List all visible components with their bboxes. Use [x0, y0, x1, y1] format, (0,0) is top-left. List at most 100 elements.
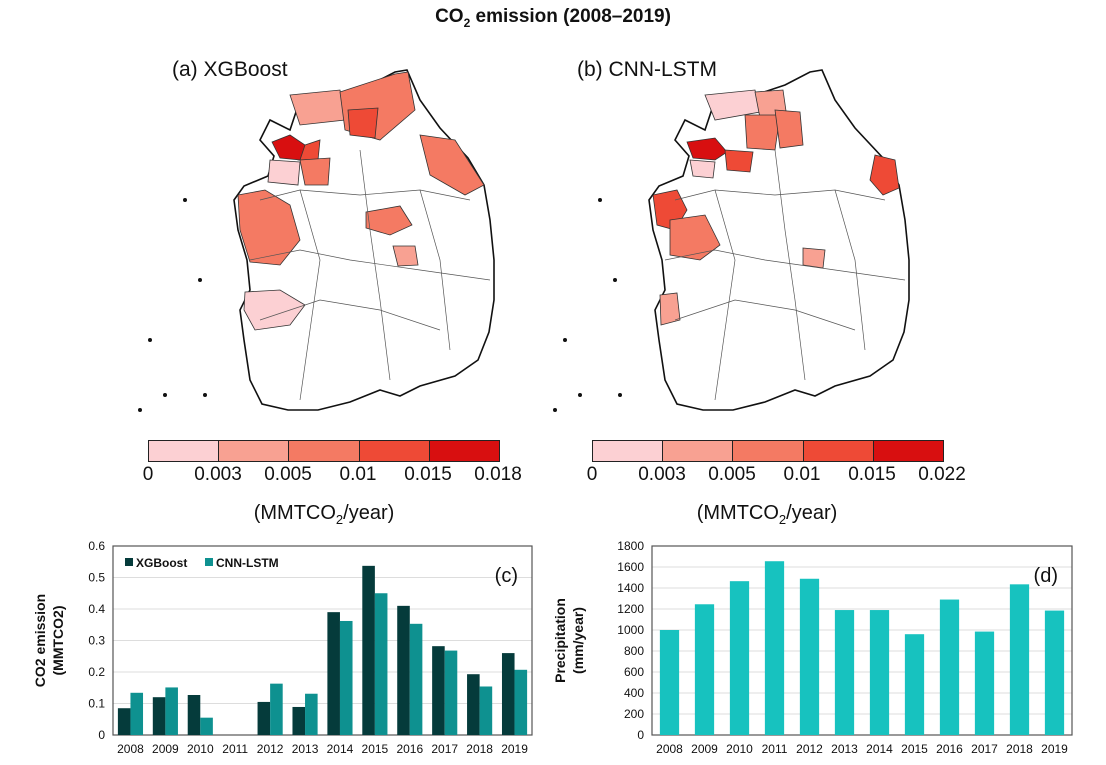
- legend-tick-label: 0.01: [339, 464, 377, 485]
- legend-tick-label: 0.022: [918, 464, 966, 485]
- map-b-unit: (MMTCO2/year): [696, 502, 838, 527]
- emission-region: [237, 189, 301, 266]
- emission-region: [267, 159, 301, 186]
- y-tick-label: 0.6: [88, 539, 105, 553]
- legend-swatch: [429, 441, 500, 461]
- emission-region: [744, 114, 781, 151]
- y-tick-label: 1600: [617, 560, 644, 574]
- x-tick-label: 2014: [327, 742, 354, 756]
- emission-region: [289, 89, 346, 126]
- bar-cnn-lstm-2018: [479, 686, 493, 735]
- bar-precipitation-2008: [659, 630, 680, 735]
- x-tick-label: 2019: [1041, 742, 1068, 756]
- emission-region: [299, 157, 331, 186]
- chart-d: 0 200 400 600 800 1000 1200 1400 1600 1800 2008 200…: [555, 539, 1073, 756]
- legend-swatch: [593, 441, 664, 461]
- maps-layer: [138, 69, 910, 412]
- island: [598, 198, 602, 202]
- bar-cnn-lstm-2008: [130, 692, 144, 735]
- bar-precipitation-2013: [834, 610, 855, 735]
- island: [613, 278, 617, 282]
- bar-xgboost-2015: [362, 565, 375, 735]
- bar-xgboost-2016: [397, 605, 410, 735]
- bar-xgboost-2014: [327, 612, 340, 735]
- legend-tick-label: 0.003: [194, 464, 242, 485]
- bar-cnn-lstm-2012: [270, 683, 283, 735]
- legend-swatch: [803, 441, 874, 461]
- y-axis-title: Precipitation: [555, 598, 568, 683]
- y-tick-label: 0: [637, 728, 644, 742]
- x-tick-label: 2010: [187, 742, 214, 756]
- y-axis-unit: (MMTCO2): [50, 606, 66, 676]
- bar-cnn-lstm-2016: [409, 623, 423, 735]
- bar-cnn-lstm-2009: [165, 687, 178, 735]
- legend-swatch: [359, 441, 430, 461]
- legend-swatch: [219, 441, 290, 461]
- emission-region: [669, 214, 721, 261]
- island: [563, 338, 567, 342]
- panel-label: (c): [495, 565, 518, 587]
- legend-swatch: [125, 558, 133, 566]
- legend-tick-label: 0: [586, 464, 598, 485]
- island: [183, 198, 187, 202]
- province-boundary: [664, 249, 906, 281]
- emission-region: [365, 205, 413, 236]
- emission-region: [243, 289, 306, 331]
- bar-xgboost-2008: [117, 708, 131, 735]
- y-tick-label: 0.2: [88, 665, 105, 679]
- map-b-label: (b) CNN-LSTM: [577, 58, 717, 81]
- legend-tick-label: 0.005: [264, 464, 312, 485]
- bar-precipitation-2015: [904, 634, 925, 735]
- province-boundary: [249, 249, 491, 281]
- y-tick-label: 0.3: [88, 634, 105, 648]
- legend-swatch: [205, 558, 213, 566]
- emission-region: [347, 107, 379, 139]
- legend-tick-label: 0: [142, 464, 154, 485]
- x-tick-label: 2009: [152, 742, 179, 756]
- korea-map-b: [553, 69, 910, 412]
- province-boundary: [834, 189, 866, 351]
- chart-c: 0 0.1 0.2 0.3 0.4 0.5 0.6 2008 2009 2010 2011 2012 2…: [32, 539, 533, 756]
- panel-label: (d): [1034, 565, 1058, 587]
- x-tick-label: 2008: [656, 742, 683, 756]
- island: [163, 393, 167, 397]
- legend-swatch: [663, 441, 734, 461]
- bar-precipitation-2017: [974, 631, 995, 735]
- x-tick-label: 2014: [866, 742, 893, 756]
- map-b-legend-bar: [592, 440, 944, 462]
- bar-precipitation-2011: [764, 561, 785, 735]
- island: [618, 393, 622, 397]
- map-a-legend-bar: [148, 440, 500, 462]
- plot-frame: [112, 545, 533, 736]
- island: [198, 278, 202, 282]
- x-tick-label: 2013: [831, 742, 858, 756]
- x-tick-label: 2017: [971, 742, 998, 756]
- x-tick-label: 2010: [726, 742, 753, 756]
- y-tick-label: 1200: [617, 602, 644, 616]
- province-boundary: [299, 189, 321, 401]
- map-a-label: (a) XGBoost: [172, 58, 288, 81]
- legend-tick-label: 0.015: [848, 464, 896, 485]
- bar-xgboost-2009: [152, 697, 166, 735]
- bar-cnn-lstm-2017: [444, 650, 458, 735]
- y-tick-label: 1800: [617, 539, 644, 553]
- bar-precipitation-2016: [939, 599, 960, 735]
- bar-xgboost-2013: [292, 706, 306, 735]
- y-tick-label: 0.4: [88, 602, 105, 616]
- y-tick-label: 0.5: [88, 571, 105, 585]
- bar-xgboost-2017: [432, 646, 445, 735]
- legend-tick-label: 0.01: [783, 464, 821, 485]
- province-boundary: [259, 299, 441, 331]
- island: [553, 408, 557, 412]
- province-boundary: [674, 189, 886, 201]
- legend-swatch: [733, 441, 804, 461]
- emission-region: [419, 134, 485, 196]
- bar-precipitation-2012: [799, 578, 820, 735]
- bar-xgboost-2010: [187, 694, 201, 735]
- bar-cnn-lstm-2013: [305, 693, 318, 735]
- emission-region: [689, 159, 716, 179]
- bar-xgboost-2018: [467, 674, 480, 735]
- bar-xgboost-2019: [501, 653, 515, 735]
- emission-region: [271, 134, 306, 161]
